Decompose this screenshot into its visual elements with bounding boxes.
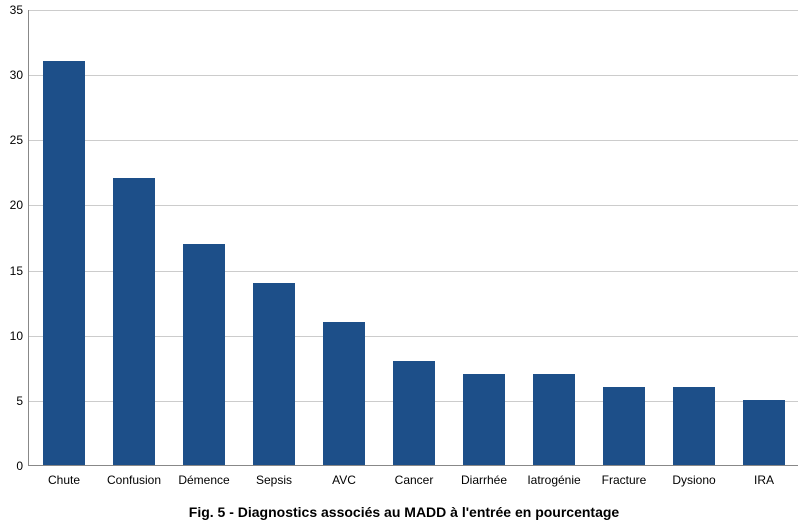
- y-tick-label: 30: [10, 68, 29, 82]
- bar: [323, 322, 365, 465]
- chart-caption: Fig. 5 - Diagnostics associés au MADD à …: [0, 504, 808, 520]
- bar: [463, 374, 505, 465]
- x-tick-label: Iatrogénie: [527, 465, 580, 487]
- x-tick-label: Diarrhée: [461, 465, 507, 487]
- y-tick-label: 0: [16, 459, 29, 473]
- x-tick-label: Fracture: [602, 465, 647, 487]
- bar: [533, 374, 575, 465]
- bar: [393, 361, 435, 465]
- bar: [603, 387, 645, 465]
- y-tick-label: 5: [16, 394, 29, 408]
- y-tick-label: 25: [10, 133, 29, 147]
- bar: [253, 283, 295, 465]
- x-tick-label: IRA: [754, 465, 774, 487]
- bars-layer: [29, 10, 798, 465]
- x-tick-label: Sepsis: [256, 465, 292, 487]
- y-tick-label: 35: [10, 3, 29, 17]
- y-tick-label: 15: [10, 264, 29, 278]
- y-tick-label: 20: [10, 198, 29, 212]
- x-tick-label: AVC: [332, 465, 356, 487]
- bar: [673, 387, 715, 465]
- x-tick-label: Confusion: [107, 465, 161, 487]
- x-tick-label: Cancer: [395, 465, 434, 487]
- y-tick-label: 10: [10, 329, 29, 343]
- plot-area: 05101520253035ChuteConfusionDémenceSepsi…: [28, 10, 798, 466]
- bar-chart: 0 5 10 15 20 25 30 35 Chute Confusion Démence Sepsi…: [0, 0, 808, 526]
- x-tick-label: Dysiono: [672, 465, 715, 487]
- x-tick-label: Démence: [178, 465, 229, 487]
- bar: [113, 178, 155, 465]
- bar: [43, 61, 85, 465]
- bar: [183, 244, 225, 465]
- x-tick-label: Chute: [48, 465, 80, 487]
- bar: [743, 400, 785, 465]
